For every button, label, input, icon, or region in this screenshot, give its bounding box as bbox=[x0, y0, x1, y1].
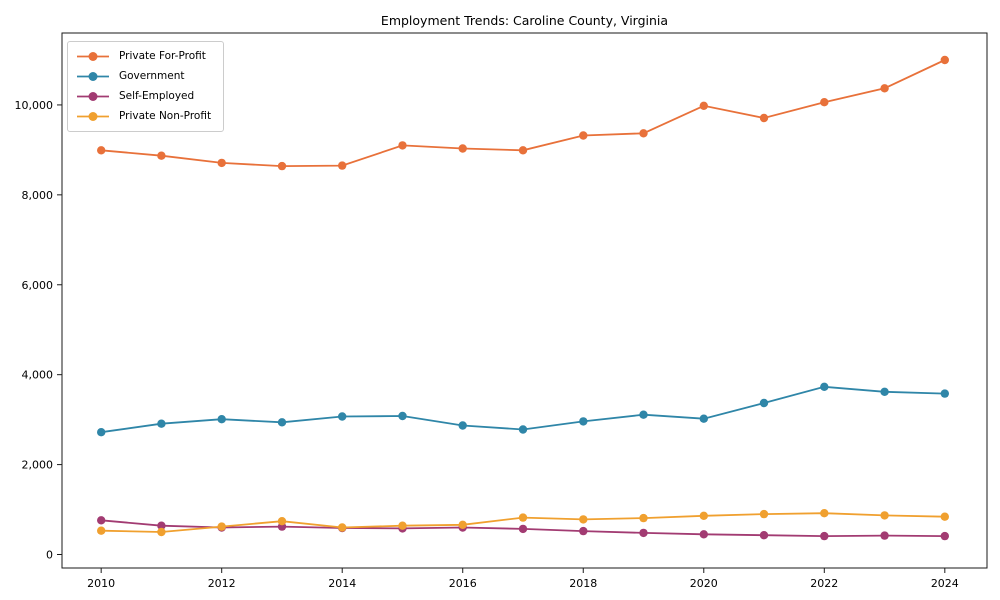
legend-label: Government bbox=[119, 70, 185, 82]
svg-text:4,000: 4,000 bbox=[22, 369, 54, 382]
legend: Private For-Profit Government Self-Emplo… bbox=[67, 41, 225, 132]
line-marker-icon bbox=[77, 92, 109, 101]
line-marker-icon bbox=[77, 72, 109, 81]
svg-text:2024: 2024 bbox=[931, 577, 959, 590]
svg-text:10,000: 10,000 bbox=[15, 99, 54, 112]
line-marker-icon bbox=[77, 52, 109, 61]
legend-label: Private For-Profit bbox=[119, 50, 206, 62]
svg-text:6,000: 6,000 bbox=[22, 279, 54, 292]
legend-item-government: Government bbox=[76, 70, 211, 83]
legend-item-private-for-profit: Private For-Profit bbox=[76, 50, 211, 63]
svg-text:0: 0 bbox=[46, 549, 53, 562]
legend-label: Private Non-Profit bbox=[119, 110, 212, 122]
line-marker-icon bbox=[77, 112, 109, 121]
svg-text:2020: 2020 bbox=[690, 577, 718, 590]
svg-text:2014: 2014 bbox=[328, 577, 356, 590]
svg-text:2012: 2012 bbox=[208, 577, 236, 590]
legend-label: Self-Employed bbox=[119, 90, 195, 102]
chart-title: Employment Trends: Caroline County, Virg… bbox=[380, 13, 669, 28]
legend-item-self-employed: Self-Employed bbox=[76, 90, 211, 103]
svg-text:2022: 2022 bbox=[810, 577, 838, 590]
svg-text:8,000: 8,000 bbox=[22, 189, 54, 202]
legend-item-private-non-profit: Private Non-Profit bbox=[76, 110, 211, 123]
svg-text:2016: 2016 bbox=[449, 577, 477, 590]
svg-text:2010: 2010 bbox=[87, 577, 115, 590]
svg-text:2,000: 2,000 bbox=[22, 459, 54, 472]
svg-text:2018: 2018 bbox=[569, 577, 597, 590]
